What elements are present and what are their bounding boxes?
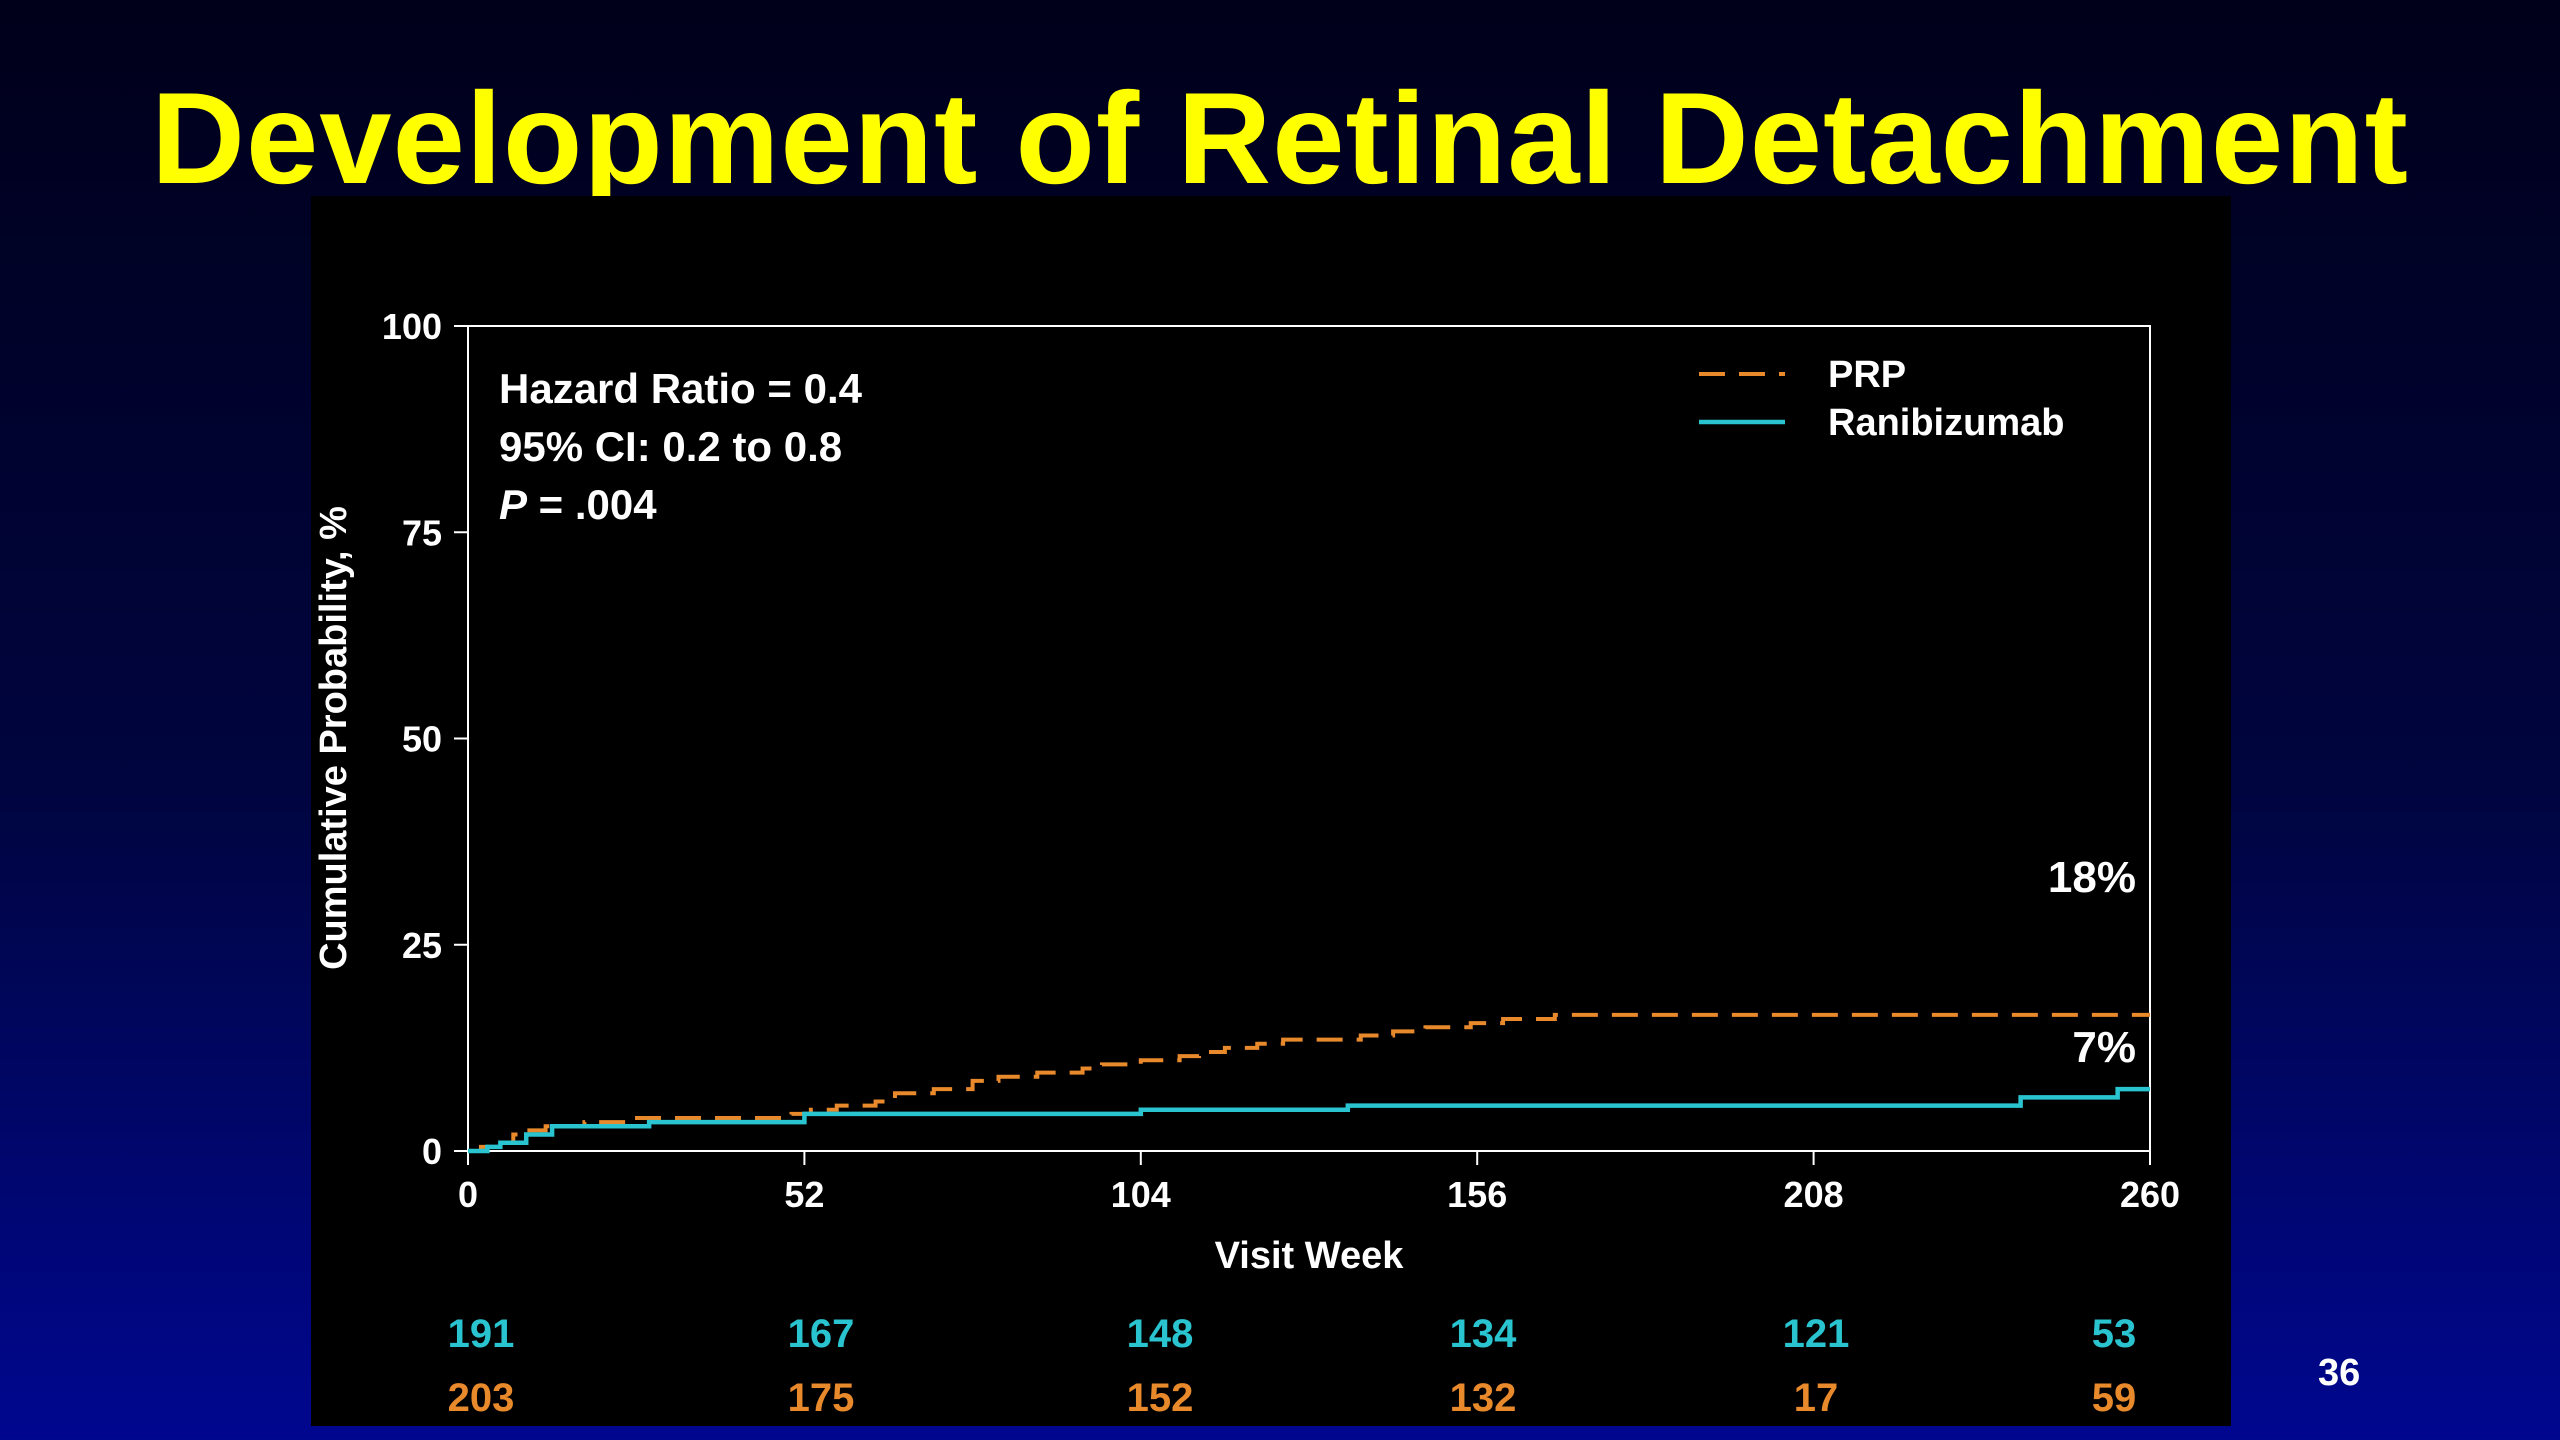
x-tick-label-0: 0: [458, 1174, 478, 1215]
at-risk-prp-4: 17: [1794, 1376, 1839, 1420]
km-chart: 0 25 50 75 100 0 52 104 156 208 260 Visit Week Cu…: [313, 306, 2180, 1420]
y-axis-label: Cumulative Probability, %: [313, 506, 355, 970]
y-tick-label-100: 100: [382, 306, 442, 347]
legend-label-ranibizumab: Ranibizumab: [1828, 402, 2064, 444]
at-risk-ranibizumab-2: 148: [1127, 1312, 1194, 1356]
legend-label-prp: PRP: [1828, 354, 1906, 396]
at-risk-prp-3: 132: [1450, 1376, 1517, 1420]
at-risk-ranibizumab-5: 53: [2092, 1312, 2137, 1356]
series-line-prp: [468, 1012, 2150, 1153]
confidence-interval-text: 95% CI: 0.2 to 0.8: [499, 423, 842, 470]
legend: PRP Ranibizumab: [1699, 354, 2064, 444]
slide-title: Development of Retinal Detachment: [151, 65, 2409, 211]
at-risk-prp-5: 59: [2092, 1376, 2137, 1420]
y-axis-ticks: 0 25 50 75 100: [382, 306, 468, 1172]
at-risk-prp-1: 175: [788, 1376, 855, 1420]
end-label-ranibizumab: 7%: [2072, 1023, 2136, 1072]
p-value-symbol: P: [499, 481, 528, 528]
y-tick-label-25: 25: [402, 925, 442, 966]
slide-number: 36: [2318, 1352, 2361, 1394]
x-tick-label-156: 156: [1447, 1174, 1507, 1215]
chart-panel: 0 25 50 75 100 0 52 104 156 208 260 Visit Week Cu…: [311, 196, 2231, 1426]
at-risk-ranibizumab-4: 121: [1783, 1312, 1850, 1356]
p-value-text: P = .004: [499, 481, 657, 528]
x-axis-ticks: 0 52 104 156 208 260: [458, 1151, 2180, 1215]
end-label-prp: 18%: [2048, 853, 2136, 902]
p-value-number: = .004: [527, 481, 657, 528]
x-tick-label-52: 52: [784, 1174, 824, 1215]
at-risk-prp-2: 152: [1127, 1376, 1194, 1420]
at-risk-prp-0: 203: [448, 1376, 515, 1420]
at-risk-row-prp: 203 175 152 132 17 59: [448, 1376, 2137, 1420]
x-tick-label-208: 208: [1784, 1174, 1844, 1215]
x-tick-label-104: 104: [1111, 1174, 1171, 1215]
y-tick-label-75: 75: [402, 512, 442, 553]
series-line-ranibizumab: [468, 1086, 2150, 1154]
x-tick-label-260: 260: [2120, 1174, 2180, 1215]
at-risk-row-ranibizumab: 191 167 148 134 121 53: [448, 1312, 2137, 1356]
x-axis-label: Visit Week: [1215, 1235, 1405, 1277]
hazard-ratio-text: Hazard Ratio = 0.4: [499, 365, 863, 412]
y-tick-label-50: 50: [402, 719, 442, 760]
at-risk-ranibizumab-3: 134: [1450, 1312, 1517, 1356]
at-risk-ranibizumab-0: 191: [448, 1312, 515, 1356]
y-tick-label-0: 0: [422, 1131, 442, 1172]
at-risk-ranibizumab-1: 167: [788, 1312, 855, 1356]
